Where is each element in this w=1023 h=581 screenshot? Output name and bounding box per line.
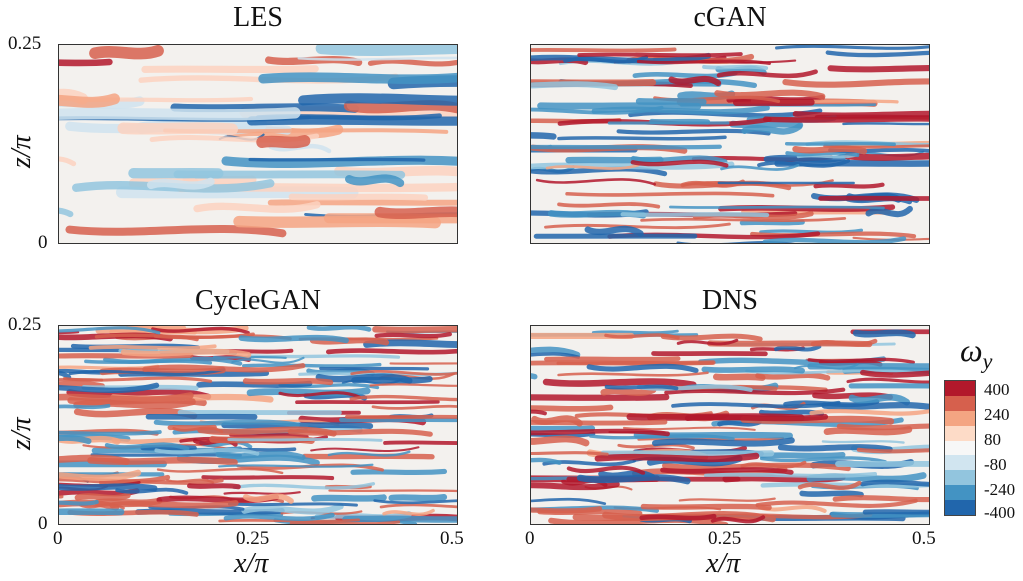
plot-les bbox=[58, 44, 458, 244]
colorbar-title: ωy bbox=[960, 332, 993, 374]
y-tick-top-row1: 0.25 bbox=[8, 33, 42, 54]
colorbar-tick-neg80: -80 bbox=[984, 455, 1007, 474]
y-tick-top-row2: 0.25 bbox=[8, 314, 42, 335]
colorbar bbox=[944, 380, 976, 516]
plot-cgan bbox=[530, 44, 930, 244]
x-axis-label-right: x/π bbox=[706, 548, 741, 579]
y-axis-label-row1: z/π bbox=[6, 135, 37, 168]
panel-title-cyclegan: CycleGAN bbox=[195, 285, 321, 316]
field-dns bbox=[531, 326, 929, 524]
panel-title-les: LES bbox=[233, 2, 283, 33]
colorbar-tick-neg240: -240 bbox=[984, 480, 1016, 499]
panel-title-dns: DNS bbox=[701, 285, 758, 316]
x-tick-end-right: 0.5 bbox=[912, 528, 936, 549]
x-tick-mid-left: 0.25 bbox=[236, 528, 270, 549]
field-cgan bbox=[531, 45, 929, 243]
x-tick-0-left: 0 bbox=[53, 528, 63, 549]
field-cyclegan bbox=[59, 326, 457, 524]
colorbar-tick-80: 80 bbox=[984, 430, 1001, 449]
panel-title-cgan: cGAN bbox=[693, 2, 767, 33]
x-tick-mid-right: 0.25 bbox=[708, 528, 742, 549]
field-les bbox=[59, 45, 457, 243]
colorbar-tick-240: 240 bbox=[984, 405, 1010, 424]
colorbar-tick-neg400: -400 bbox=[984, 503, 1016, 522]
plot-cyclegan bbox=[58, 325, 458, 525]
y-tick-bottom-row2: 0 bbox=[38, 513, 48, 534]
x-tick-0-right: 0 bbox=[525, 528, 535, 549]
x-tick-end-left: 0.5 bbox=[440, 528, 464, 549]
plot-dns bbox=[530, 325, 930, 525]
y-tick-bottom-row1: 0 bbox=[38, 232, 48, 253]
colorbar-tick-400: 400 bbox=[984, 380, 1010, 399]
x-axis-label-left: x/π bbox=[234, 548, 269, 579]
y-axis-label-row2: z/π bbox=[6, 417, 37, 450]
